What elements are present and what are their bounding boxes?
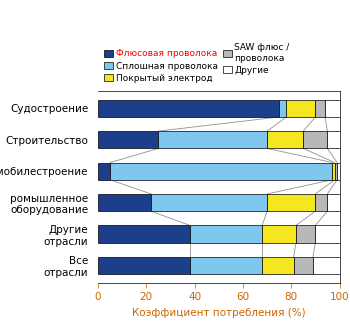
Bar [294,257,313,274]
Bar [303,131,328,149]
Bar [190,225,262,243]
X-axis label: Коэффициент потребления (%): Коэффициент потребления (%) [132,308,306,318]
Bar [98,131,158,149]
Bar [328,131,340,149]
Bar [267,194,315,211]
Bar [151,194,267,211]
Bar [332,162,335,180]
Bar [262,257,294,274]
Bar [98,100,279,117]
Bar [110,162,332,180]
Bar [98,225,190,243]
Bar [98,162,110,180]
Bar [325,100,340,117]
Bar [296,225,315,243]
Bar [315,225,340,243]
Bar [279,100,286,117]
Bar [286,100,315,117]
Bar [337,162,340,180]
Bar [98,257,190,274]
Bar [315,194,328,211]
Bar [267,131,303,149]
Bar [158,131,267,149]
Bar [328,194,340,211]
Bar [315,100,325,117]
Bar [335,162,337,180]
Bar [313,257,340,274]
Bar [98,194,151,211]
Bar [190,257,262,274]
Bar [262,225,296,243]
Legend: Флюсовая проволока, Сплошная проволока, Покрытый электрод, SAW флюс /
проволока,: Флюсовая проволока, Сплошная проволока, … [103,42,291,84]
